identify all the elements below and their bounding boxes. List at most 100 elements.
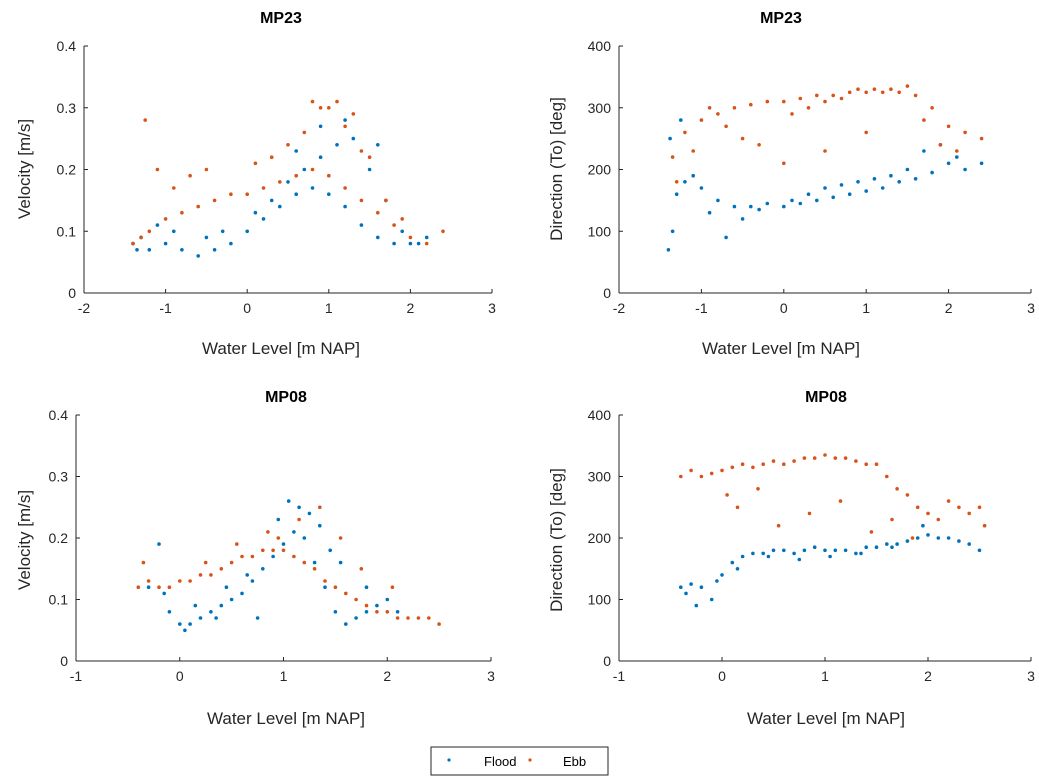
data-point: [757, 143, 761, 147]
data-point: [376, 210, 380, 215]
data-point: [765, 99, 770, 104]
data-point: [335, 99, 339, 104]
legend-label-ebb: Ebb: [563, 754, 586, 769]
data-point: [344, 622, 348, 626]
data-point: [333, 610, 338, 614]
data-point: [344, 591, 348, 596]
data-point: [253, 210, 258, 215]
data-point: [716, 198, 720, 203]
legend-marker-flood: [447, 758, 451, 762]
data-point: [735, 567, 740, 571]
data-point: [694, 603, 699, 608]
data-point: [400, 217, 405, 221]
data-point: [427, 616, 431, 620]
y-tick-label: 0.3: [57, 100, 77, 116]
data-point: [926, 511, 930, 516]
data-point: [240, 591, 244, 596]
x-tick-label: 3: [487, 668, 495, 684]
data-point: [905, 167, 910, 172]
data-point: [889, 87, 893, 91]
data-point: [771, 459, 776, 463]
x-tick-label: -2: [78, 300, 91, 316]
data-point: [162, 591, 166, 596]
data-point: [343, 118, 347, 122]
data-point: [967, 542, 971, 546]
data-point: [683, 130, 687, 135]
data-point: [255, 616, 260, 620]
data-point: [674, 180, 679, 184]
data-point: [691, 173, 695, 178]
data-point: [732, 106, 737, 110]
data-point: [683, 180, 687, 184]
data-point: [930, 170, 934, 175]
data-point: [766, 554, 771, 559]
data-point: [839, 96, 844, 101]
y-axis-label: Velocity [m/s]: [15, 490, 34, 590]
data-point: [364, 610, 369, 614]
data-point: [833, 548, 838, 553]
data-point: [157, 585, 161, 589]
x-axis-label: Water Level [m NAP]: [702, 339, 860, 358]
data-point: [188, 579, 192, 583]
data-point: [979, 161, 984, 166]
data-point: [716, 112, 720, 116]
data-point: [699, 585, 704, 589]
data-point: [276, 517, 281, 522]
data-point: [864, 462, 868, 467]
data-point: [674, 192, 679, 196]
data-point: [756, 487, 760, 491]
data-point: [155, 167, 160, 172]
data-point: [437, 622, 441, 626]
data-point: [765, 201, 770, 206]
data-point: [930, 106, 934, 110]
y-tick-label: 0.4: [57, 38, 77, 54]
data-point: [938, 143, 943, 147]
data-point: [792, 551, 796, 556]
x-tick-label: 1: [325, 300, 333, 316]
data-point: [913, 177, 918, 181]
chart-title: MP08: [265, 389, 307, 406]
data-point: [364, 603, 369, 608]
data-point: [872, 87, 877, 91]
data-point: [147, 229, 152, 234]
x-axis-label: Water Level [m NAP]: [207, 709, 365, 728]
series-ebb: [670, 84, 984, 184]
data-point: [310, 167, 315, 172]
data-point: [782, 462, 786, 467]
data-point: [679, 474, 683, 479]
data-point: [749, 204, 753, 209]
data-point: [922, 118, 926, 122]
x-axis-label: Water Level [m NAP]: [202, 339, 360, 358]
data-point: [424, 235, 429, 240]
data-point: [709, 471, 714, 476]
x-tick-label: 0: [780, 300, 788, 316]
data-point: [905, 84, 910, 88]
y-tick-label: 0.3: [49, 469, 69, 485]
data-point: [163, 217, 168, 221]
data-point: [172, 186, 176, 190]
data-point: [812, 456, 817, 460]
data-point: [936, 517, 941, 522]
data-point: [229, 597, 234, 602]
data-point: [376, 143, 380, 147]
chart-title: MP08: [805, 389, 847, 406]
data-point: [905, 539, 910, 543]
data-point: [245, 229, 249, 234]
data-point: [666, 248, 671, 252]
data-point: [351, 112, 356, 116]
data-point: [684, 591, 688, 596]
data-point: [856, 87, 860, 91]
data-point: [946, 124, 951, 129]
data-point: [219, 603, 224, 608]
data-point: [864, 189, 868, 193]
data-point: [982, 523, 987, 528]
panel-mp08-velocity: MP08 Water Level [m NAP] Velocity [m/s] …: [15, 389, 495, 728]
data-point: [376, 235, 380, 240]
data-point: [751, 465, 755, 470]
data-point: [204, 167, 209, 172]
data-point: [967, 511, 971, 516]
data-point: [889, 173, 893, 178]
data-point: [782, 99, 786, 104]
x-tick-label: 0: [718, 668, 726, 684]
data-point: [670, 229, 675, 234]
